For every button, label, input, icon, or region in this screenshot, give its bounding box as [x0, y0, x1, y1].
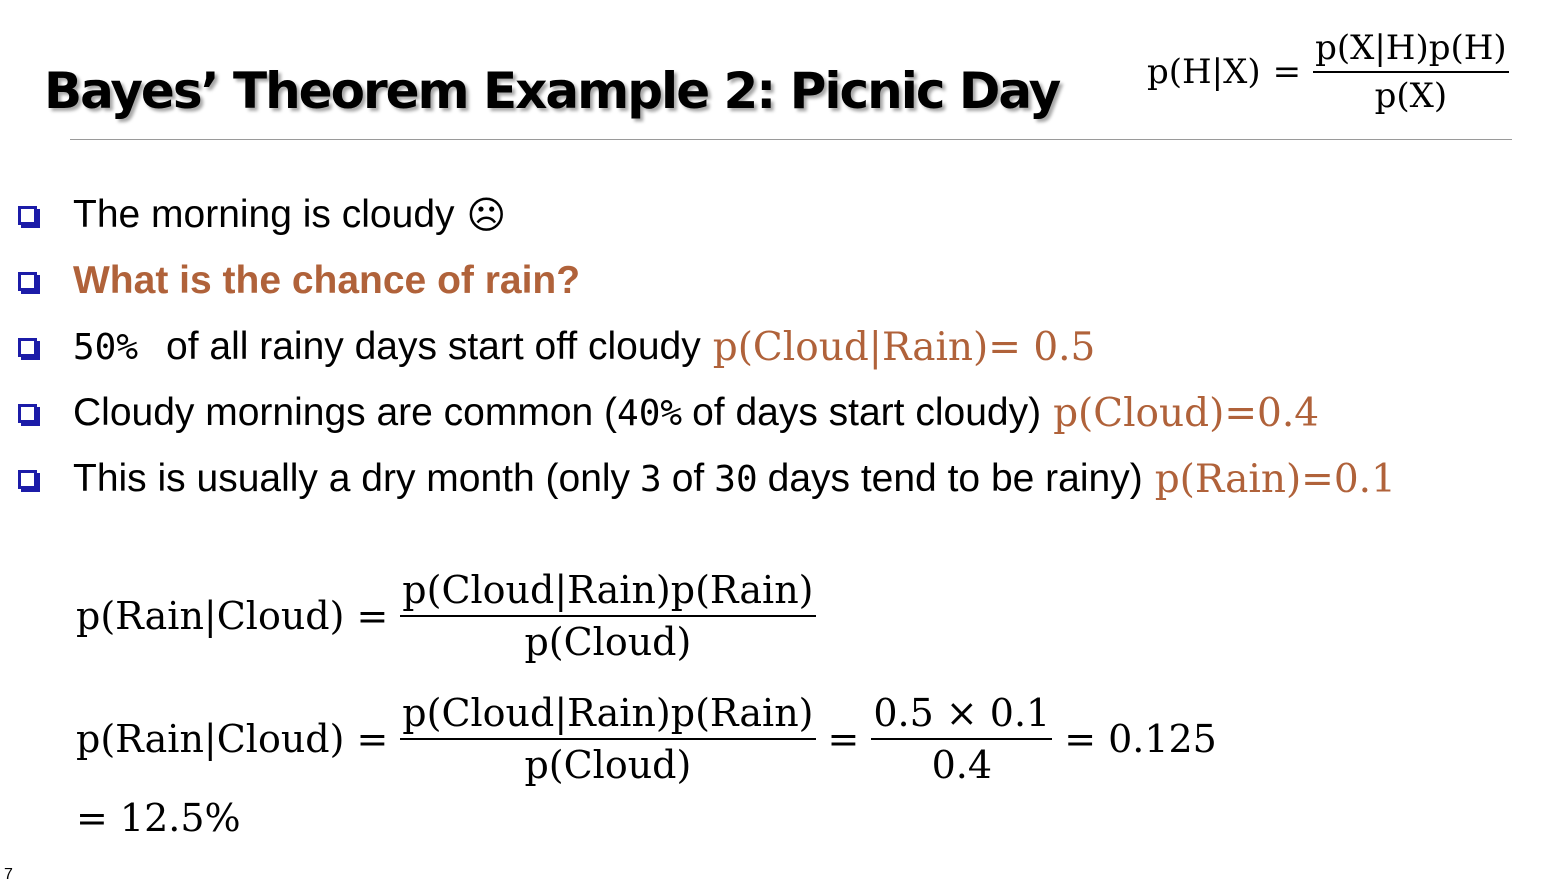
bullet-item: Cloudy mornings are common ( 40% of days… — [18, 380, 1396, 446]
calc-lhs: p(Rain|Cloud) — [76, 717, 345, 761]
calc-fraction: p(Cloud|Rain)p(Rain) p(Cloud) — [400, 691, 816, 787]
calc-percent-result: = 12.5% — [76, 796, 241, 840]
page-number: 7 — [4, 866, 13, 883]
checkbox-bullet-icon — [18, 205, 37, 225]
bullet-item: 50% of all rainy days start off cloudy p… — [18, 314, 1396, 380]
checkbox-bullet-icon — [18, 337, 37, 357]
bullet-probability: p(Rain)=0.1 — [1154, 456, 1396, 502]
calc-numerator: p(Cloud|Rain)p(Rain) — [402, 568, 814, 612]
bullet-text: Cloudy mornings are common ( — [73, 391, 618, 434]
calc-equals: = — [827, 717, 860, 761]
calc-numeric-denominator: 0.4 — [871, 738, 1053, 787]
title-divider — [70, 139, 1512, 140]
bullet-item: The morning is cloudy ☹ — [18, 182, 1396, 248]
calc-equals: = — [356, 717, 389, 761]
calc-numeric-numerator: 0.5 × 0.1 — [873, 691, 1051, 735]
calc-numeric-fraction: 0.5 × 0.1 0.4 — [871, 691, 1053, 787]
calc-lhs: p(Rain|Cloud) — [76, 594, 345, 638]
slide-title: Bayes’ Theorem Example 2: Picnic Day — [44, 62, 1061, 120]
bullet-text: This is usually a dry month (only — [73, 457, 631, 500]
formula-fraction: p(X|H)p(H) p(X) — [1313, 28, 1509, 116]
formula-denominator: p(X) — [1313, 71, 1509, 116]
calc-numerator: p(Cloud|Rain)p(Rain) — [402, 691, 814, 735]
sad-face-icon: ☹ — [466, 193, 507, 237]
formula-equals: = — [1272, 52, 1302, 92]
bullet-number: 40% — [617, 392, 683, 434]
calculation-line-1: p(Rain|Cloud) = p(Cloud|Rain)p(Rain) p(C… — [76, 568, 816, 664]
checkbox-bullet-icon — [18, 271, 37, 291]
bayes-formula: p(H|X) = p(X|H)p(H) p(X) — [1147, 28, 1509, 116]
calc-denominator: p(Cloud) — [400, 615, 816, 664]
bullet-text: days tend to be rainy) — [767, 457, 1143, 500]
bullet-probability: p(Cloud|Rain)= 0.5 — [712, 324, 1096, 370]
calc-equals: = — [356, 594, 389, 638]
bullet-question: What is the chance of rain? — [73, 259, 581, 302]
calc-fraction: p(Cloud|Rain)p(Rain) p(Cloud) — [400, 568, 816, 664]
bullet-text: of days start cloudy) — [692, 391, 1042, 434]
calc-denominator: p(Cloud) — [400, 738, 816, 787]
bullet-probability: p(Cloud)=0.4 — [1053, 390, 1320, 436]
bullet-list: The morning is cloudy ☹ What is the chan… — [18, 182, 1396, 512]
calc-result: 0.125 — [1108, 717, 1217, 761]
bullet-text: of all rainy days start off cloudy — [166, 325, 701, 368]
bullet-number: 3 — [640, 458, 662, 500]
formula-lhs: p(H|X) — [1147, 52, 1261, 92]
calculation-line-2: p(Rain|Cloud) = p(Cloud|Rain)p(Rain) p(C… — [76, 691, 1217, 787]
bullet-number: 50% — [73, 326, 139, 368]
checkbox-bullet-icon — [18, 403, 37, 423]
calc-equals: = — [1064, 717, 1097, 761]
bullet-text: of — [671, 457, 705, 500]
bullet-number: 30 — [714, 458, 758, 500]
formula-numerator: p(X|H)p(H) — [1315, 28, 1507, 68]
bullet-item: This is usually a dry month (only 3 of 3… — [18, 446, 1396, 512]
bullet-item: What is the chance of rain? — [18, 248, 1396, 314]
checkbox-bullet-icon — [18, 469, 37, 489]
bullet-text: The morning is cloudy — [73, 193, 455, 236]
